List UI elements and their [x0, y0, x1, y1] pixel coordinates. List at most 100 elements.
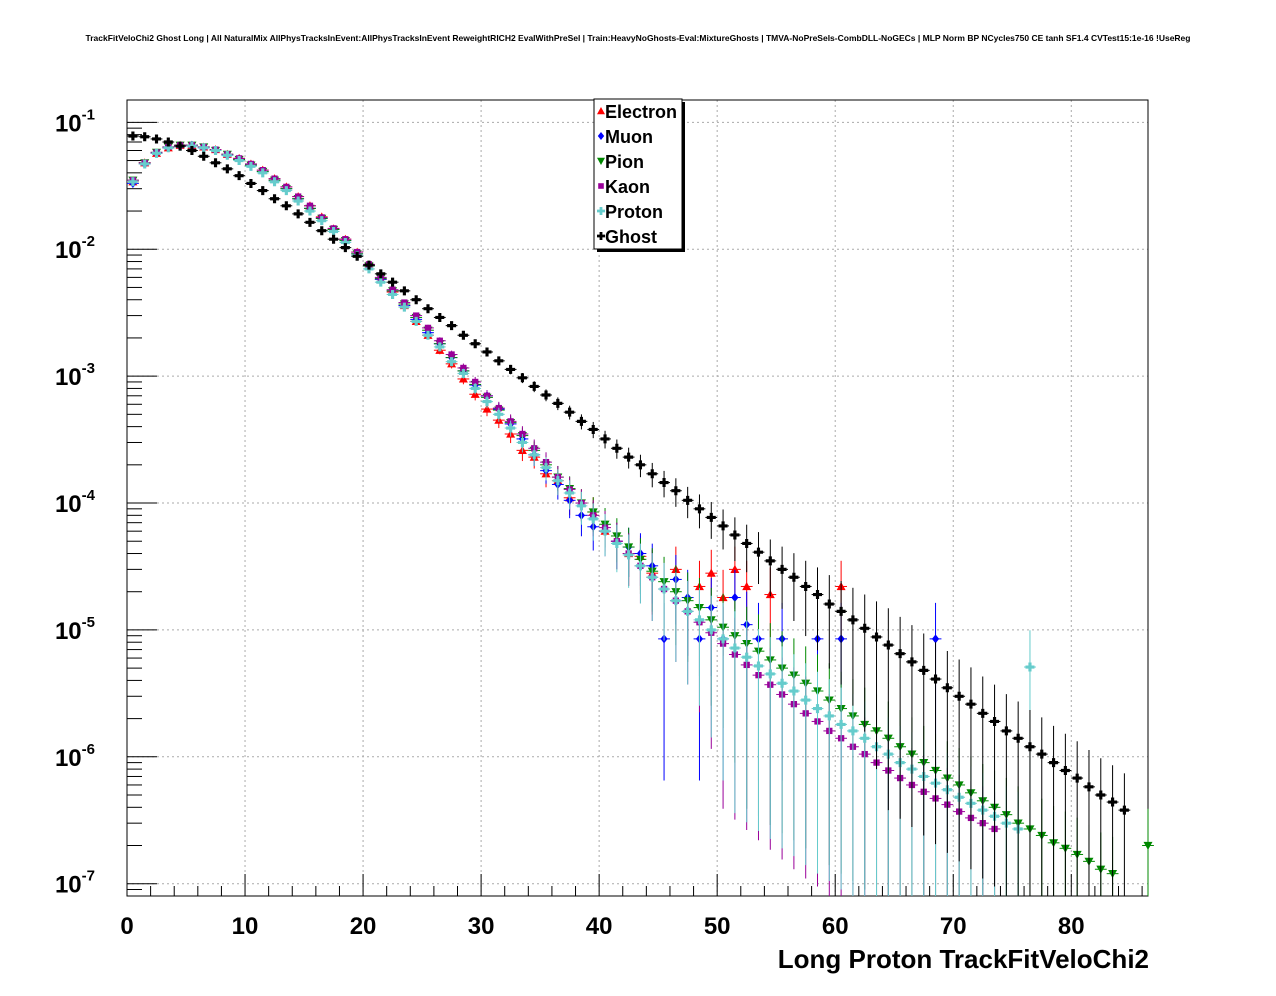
data-marker [753, 661, 763, 671]
data-marker [435, 312, 445, 322]
data-marker [1096, 790, 1106, 800]
data-marker [482, 404, 492, 413]
data-marker [895, 649, 905, 659]
data-marker [270, 177, 280, 187]
y-tick-label: 10-3 [55, 360, 95, 391]
data-marker [1013, 733, 1023, 743]
data-marker [234, 171, 244, 181]
data-marker [801, 695, 811, 705]
series-kaon [127, 142, 1001, 896]
data-marker [128, 131, 138, 141]
data-marker [388, 277, 398, 287]
grid-lines [127, 100, 1148, 896]
data-marker [140, 159, 150, 169]
data-marker [765, 556, 775, 566]
data-marker [966, 699, 976, 709]
data-marker [600, 526, 610, 536]
data-marker [718, 521, 728, 531]
data-marker [730, 564, 740, 573]
data-marker [848, 615, 858, 625]
data-marker [683, 606, 693, 616]
data-marker [789, 572, 799, 582]
data-marker [519, 430, 526, 438]
data-marker [576, 501, 586, 511]
data-marker [706, 625, 716, 635]
data-marker [305, 206, 315, 216]
data-marker [742, 581, 752, 591]
data-marker [222, 150, 232, 160]
data-marker [399, 302, 409, 312]
series-pion [127, 141, 1154, 896]
data-marker [470, 339, 480, 349]
data-marker [175, 141, 185, 151]
data-marker [506, 364, 516, 374]
data-marker [389, 286, 396, 293]
data-marker [376, 269, 386, 279]
data-marker [329, 226, 339, 236]
legend: Electron Muon Pion Kaon Proton Ghost [593, 98, 685, 252]
x-axis-label: Long Proton TrackFitVeloChi2 [777, 944, 1149, 974]
legend-label-muon: Muon [605, 127, 653, 147]
data-marker [234, 156, 244, 166]
data-marker [529, 450, 539, 460]
axes: 0 10 20 30 40 50 60 70 80 10-1 10-2 10-3 10-4 10-5 10-… [55, 99, 1149, 940]
data-marker [742, 538, 752, 548]
data-marker [458, 368, 468, 378]
series-proton [127, 141, 1036, 896]
data-marker [187, 145, 197, 155]
legend-box [593, 98, 683, 250]
data-marker [777, 564, 787, 574]
data-marker [848, 726, 858, 736]
data-marker [647, 572, 657, 582]
data-marker [281, 201, 291, 211]
y-tick-label: 10-1 [55, 106, 95, 137]
data-marker [659, 478, 669, 488]
data-marker [576, 416, 586, 426]
data-marker [541, 390, 551, 400]
data-series [127, 131, 1154, 896]
data-marker [813, 590, 823, 600]
data-marker [813, 704, 823, 714]
data-marker [448, 351, 455, 358]
data-marker [517, 373, 527, 383]
data-marker [789, 686, 799, 696]
data-marker [872, 632, 882, 642]
y-tick-label: 10-2 [55, 233, 95, 264]
x-tick-label: 10 [232, 913, 259, 940]
data-marker [565, 488, 575, 498]
data-marker [706, 512, 716, 522]
data-marker [624, 550, 634, 560]
data-marker [860, 623, 870, 633]
data-marker [588, 514, 598, 524]
data-marker [597, 207, 605, 215]
data-marker [883, 640, 893, 650]
data-marker [553, 398, 563, 408]
data-marker [718, 634, 728, 644]
data-marker [352, 251, 362, 261]
x-tick-label: 20 [350, 913, 377, 940]
x-tick-label: 60 [822, 913, 849, 940]
data-marker [597, 232, 605, 240]
data-marker [954, 691, 964, 701]
data-marker [1143, 841, 1153, 851]
data-marker [671, 596, 681, 606]
data-marker [424, 324, 432, 332]
data-marker [211, 158, 221, 168]
data-marker [600, 434, 610, 444]
data-marker [376, 277, 386, 287]
data-marker [597, 132, 605, 140]
data-marker [506, 423, 516, 433]
data-marker [931, 674, 941, 684]
data-marker [246, 161, 256, 171]
data-marker [364, 260, 374, 270]
data-marker [635, 561, 645, 571]
x-tick-label: 40 [586, 913, 613, 940]
data-marker [317, 216, 327, 226]
data-marker [222, 164, 232, 174]
data-marker [978, 708, 988, 718]
data-marker [258, 186, 268, 196]
data-marker [731, 593, 739, 603]
data-marker [128, 177, 138, 187]
data-marker [1001, 726, 1011, 736]
data-marker [683, 495, 693, 505]
